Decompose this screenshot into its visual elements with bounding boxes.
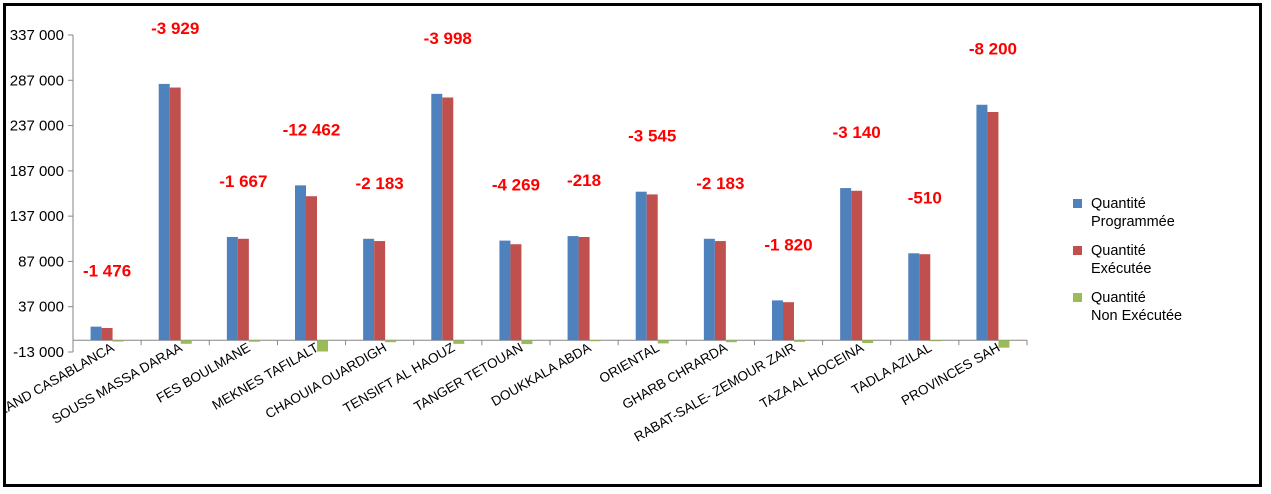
bar-programmee	[90, 326, 102, 341]
data-label: -4 269	[492, 176, 540, 195]
bar-non-executee	[725, 340, 737, 343]
bar-non-executee	[248, 340, 260, 342]
legend-swatch-non-executee	[1073, 293, 1082, 302]
y-tick-label: 137 000	[10, 208, 64, 225]
data-label: -3 929	[151, 19, 199, 38]
bar-non-executee	[657, 340, 669, 344]
y-tick-label: 37 000	[18, 299, 64, 316]
bar-executee	[442, 97, 454, 341]
bar-non-executee	[794, 340, 805, 342]
bar-programmee	[772, 300, 783, 341]
bar-non-executee	[521, 340, 533, 345]
bar-programmee	[363, 238, 375, 341]
legend: Quantité Programmée Quantité Exécutée Quanti…	[1073, 196, 1182, 324]
bar-programmee	[703, 238, 715, 341]
data-label: -8 200	[969, 40, 1017, 59]
bar-programmee	[567, 236, 579, 341]
legend-label: Quantité	[1091, 243, 1146, 259]
legend-label: Exécutée	[1091, 261, 1151, 277]
bar-non-executee	[998, 340, 1010, 348]
x-category-label: TENSIFT AL HAOUZ	[341, 340, 458, 416]
bar-non-executee	[385, 340, 397, 343]
y-tick-label: 337 000	[10, 27, 64, 44]
bar-executee	[646, 194, 658, 341]
bar-programmee	[295, 185, 306, 341]
data-label: -510	[908, 188, 942, 207]
bar-non-executee	[180, 340, 192, 344]
legend-swatch-executee	[1073, 246, 1082, 255]
bar-non-executee	[453, 340, 465, 344]
bar-programmee	[499, 240, 511, 341]
bar-programmee	[635, 191, 647, 341]
data-label: -3 140	[833, 123, 881, 142]
y-tick-label: 87 000	[18, 253, 64, 270]
data-labels: -1 476 -3 929 -1 667 -12 462 -2 183 -3 998 -4 …	[83, 19, 1017, 281]
legend-label: Programmée	[1091, 214, 1175, 230]
bar-executee	[374, 241, 386, 341]
bars	[90, 83, 1010, 352]
y-tick-label: 237 000	[10, 118, 64, 135]
bar-programmee	[226, 236, 238, 341]
bar-programmee	[158, 83, 170, 341]
bar-non-executee	[317, 340, 328, 352]
bar-executee	[306, 196, 317, 341]
legend-label: Quantité	[1091, 196, 1146, 212]
bar-programmee	[976, 104, 988, 341]
x-category-label: SOUSS MASSA DARAA	[49, 340, 184, 427]
bar-executee	[101, 327, 113, 341]
bar-executee	[987, 111, 999, 341]
bar-programmee	[840, 188, 852, 341]
chart-frame: -13 000 37 000 87 000 137 000 187 000 237 000…	[3, 3, 1262, 487]
bar-programmee	[431, 93, 443, 341]
bar-executee	[851, 190, 863, 341]
bar-executee	[169, 87, 181, 341]
x-category-label: CHAOUIA OUARDIGH	[263, 340, 389, 422]
data-label: -1 667	[219, 172, 267, 191]
bar-executee	[714, 241, 726, 341]
legend-swatch-programmee	[1073, 199, 1082, 208]
data-label: -1 476	[83, 262, 131, 281]
data-label: -3 545	[628, 127, 676, 146]
data-label: -218	[567, 171, 601, 190]
bar-executee	[578, 236, 590, 341]
bar-programmee	[908, 253, 920, 341]
data-label: -2 183	[356, 174, 404, 193]
data-label: -2 183	[696, 174, 744, 193]
data-label: -3 998	[424, 29, 472, 48]
bar-non-executee	[112, 340, 124, 342]
bar-executee	[510, 244, 522, 341]
legend-label: Quantité	[1091, 290, 1146, 306]
bar-executee	[783, 302, 794, 341]
bar-non-executee	[862, 340, 874, 344]
y-tick-label: 287 000	[10, 72, 64, 89]
data-label: -12 462	[283, 120, 341, 139]
bar-executee	[237, 238, 249, 341]
bar-non-executee	[589, 340, 601, 342]
y-tick-label: -13 000	[13, 344, 64, 361]
bar-non-executee	[930, 340, 942, 342]
y-tick-label: 187 000	[10, 163, 64, 180]
x-category-label: ORIENTAL	[597, 340, 663, 386]
bar-executee	[919, 254, 931, 341]
bar-chart: -13 000 37 000 87 000 137 000 187 000 237 000…	[6, 19, 1182, 445]
y-axis: -13 000 37 000 87 000 137 000 187 000 237 000…	[10, 27, 74, 361]
data-label: -1 820	[764, 235, 812, 254]
legend-label: Non Exécutée	[1091, 308, 1182, 324]
